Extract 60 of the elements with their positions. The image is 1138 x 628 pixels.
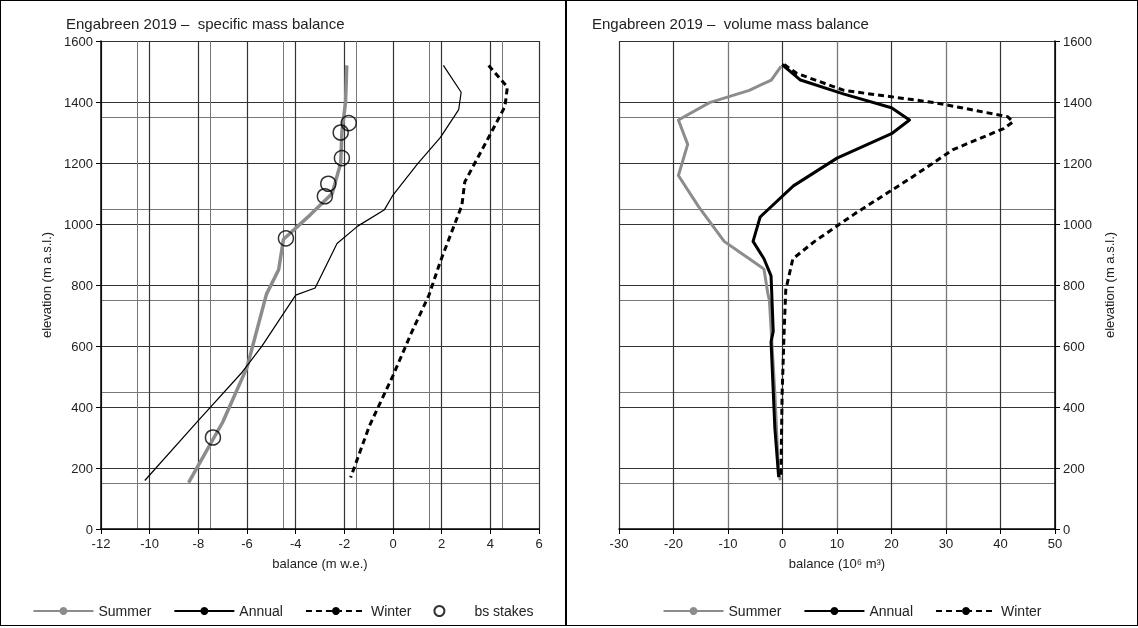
chart-title: Engabreen 2019 – specific mass balance [66,15,345,32]
chart-title: Engabreen 2019 – volume mass balance [592,15,869,32]
legend-label: Summer [98,603,152,619]
point [277,230,295,247]
x-tick-label: -6 [241,536,253,551]
point [340,114,357,132]
x-tick-label: -10 [718,536,738,551]
y-tick-label: 400 [71,399,93,415]
line-series [144,64,462,482]
y-tick-label: 1000 [1063,216,1092,232]
y-tick-label: 1600 [64,33,93,49]
y-axis-title: elevation (m a.s.l.) [1101,231,1117,339]
y-tick-label: 1400 [64,94,93,110]
point [320,175,337,192]
point [316,188,334,205]
point [333,149,351,167]
y-tick-label: 800 [1063,277,1085,293]
x-tick-label: -30 [609,536,629,551]
x-tick-label: 30 [938,536,954,551]
x-tick-label: -2 [338,536,351,551]
y-tick-label: 0 [1063,521,1071,537]
y-tick-label: 600 [71,338,93,354]
y-axis-title: elevation (m a.s.l.) [39,231,55,339]
x-axis-title: balance (m w.e.) [272,556,368,571]
x-tick-label: 50 [1047,536,1063,551]
x-tick-label: -4 [289,536,302,551]
y-tick-label: 0 [85,521,93,537]
legend-label: Annual [869,603,914,619]
y-tick-label: 200 [1063,460,1085,476]
x-tick-label: -20 [664,536,683,551]
legend-label: Annual [239,603,283,619]
x-tick-label: 10 [829,536,845,551]
line-series [186,63,349,485]
y-tick-label: 1600 [1063,33,1092,49]
x-tick-label: 4 [486,536,494,551]
x-tick-label: 2 [438,536,446,551]
y-tick-label: 200 [71,460,93,476]
x-tick-label: 6 [535,536,543,551]
legend-label: Winter [370,603,412,619]
y-tick-label: 1400 [1063,94,1092,110]
legend-label: Summer [728,603,782,619]
x-tick-label: -12 [91,536,111,551]
line-series [349,63,509,479]
y-tick-label: 400 [1063,399,1085,415]
y-tick-label: 800 [71,277,93,293]
y-tick-label: 1200 [1063,155,1092,171]
point [332,124,349,141]
x-tick-label: -10 [140,536,160,551]
y-tick-label: 1000 [64,216,93,232]
legend-label: Winter [1001,603,1042,619]
x-tick-label: -8 [192,536,205,551]
x-tick-label: 20 [884,536,899,551]
legend-label: bs stakes [474,603,534,619]
point [204,429,222,446]
x-axis-title: balance (10⁶ m³) [788,556,886,571]
y-tick-label: 1200 [64,155,93,171]
y-tick-label: 600 [1063,338,1085,354]
x-tick-label: 0 [389,536,397,551]
x-tick-label: 0 [778,536,787,551]
x-tick-label: 40 [993,536,1008,551]
